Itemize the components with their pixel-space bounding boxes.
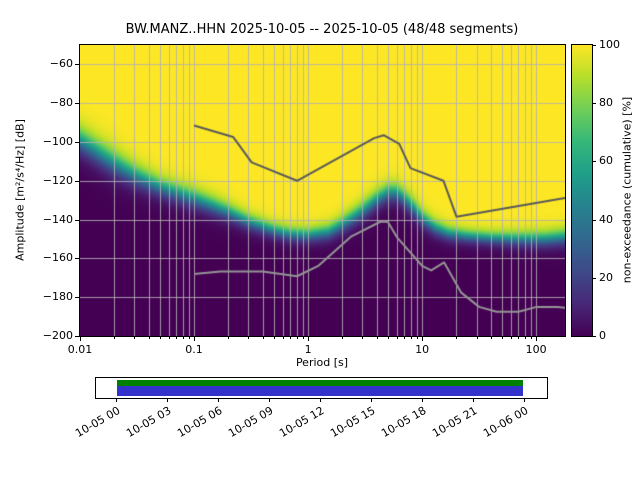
chart-title: BW.MANZ..HHN 2025-10-05 -- 2025-10-05 (4… — [125, 22, 519, 37]
x-major-tick — [194, 337, 196, 341]
x-minor-tick — [134, 337, 136, 339]
x-minor-tick — [228, 337, 230, 339]
colorbar-tick-label: 100 — [599, 38, 620, 51]
timeline-bar-blue — [116, 386, 524, 396]
y-tick-label: −140 — [42, 212, 73, 226]
colorbar-tick — [593, 161, 596, 163]
ppsd-heatmap — [80, 45, 565, 336]
x-minor-tick — [387, 337, 389, 339]
x-minor-tick — [376, 337, 378, 339]
timeline-tick — [472, 399, 474, 402]
colorbar-tick-label: 40 — [599, 212, 613, 226]
colorbar-gradient — [572, 45, 592, 336]
x-major-tick — [308, 337, 310, 341]
x-minor-tick — [342, 337, 344, 339]
x-minor-tick — [176, 337, 178, 339]
y-tick-label: −160 — [42, 251, 73, 265]
x-minor-tick — [248, 337, 250, 339]
timeline-tick-label: 10-05 21 — [430, 404, 480, 440]
y-major-tick — [75, 336, 79, 337]
timeline-tick-label: 10-05 15 — [328, 404, 378, 440]
y-tick-label: −60 — [49, 57, 73, 71]
y-major-tick — [75, 142, 79, 143]
y-tick-label: −120 — [42, 173, 73, 187]
timeline-tick — [167, 399, 169, 402]
x-minor-tick — [518, 337, 520, 339]
x-minor-tick — [114, 337, 116, 339]
timeline-tick-label: 10-05 03 — [124, 404, 174, 440]
timeline-tick — [116, 399, 118, 402]
timeline-tick — [371, 399, 372, 402]
x-major-tick — [422, 337, 424, 341]
colorbar-tick — [593, 219, 596, 221]
x-major-tick — [536, 337, 538, 341]
x-minor-tick — [525, 337, 527, 339]
y-major-tick — [75, 64, 79, 66]
colorbar-tick-label: 0 — [599, 329, 606, 342]
x-minor-tick — [530, 337, 532, 339]
x-minor-tick — [476, 337, 478, 339]
timeline-tick — [320, 399, 321, 402]
y-major-tick — [75, 297, 79, 299]
x-minor-tick — [456, 337, 458, 339]
colorbar-tick-label: 80 — [599, 96, 613, 110]
timeline-tick-label: 10-05 18 — [379, 404, 429, 440]
x-minor-tick — [188, 337, 190, 339]
y-tick-label: −80 — [49, 96, 73, 110]
x-minor-tick — [302, 337, 304, 339]
x-minor-tick — [396, 337, 398, 339]
x-minor-tick — [416, 337, 418, 339]
x-minor-tick — [290, 337, 292, 339]
x-tick-label: 100 — [525, 343, 547, 356]
x-major-tick — [80, 337, 81, 341]
colorbar-tick-label: 60 — [599, 154, 613, 168]
colorbar-tick — [593, 103, 596, 105]
y-major-tick — [75, 219, 79, 221]
x-minor-tick — [510, 337, 512, 339]
x-minor-tick — [182, 337, 184, 339]
y-major-tick — [75, 103, 79, 105]
colorbar-tick — [593, 336, 596, 337]
timeline-tick-label: 10-05 09 — [226, 404, 276, 440]
timeline-tick — [269, 399, 270, 402]
timeline-bar-green — [116, 380, 524, 387]
colorbar-label: non-exceedance (cumulative) [%] — [620, 96, 634, 284]
x-tick-label: 10 — [415, 343, 430, 356]
x-minor-tick — [262, 337, 264, 339]
x-minor-tick — [148, 337, 150, 339]
timeline-tick — [218, 399, 219, 402]
x-minor-tick — [490, 337, 492, 339]
y-tick-label: −100 — [42, 135, 73, 148]
x-minor-tick — [501, 337, 503, 339]
x-minor-tick — [273, 337, 275, 339]
timeline-box — [95, 377, 548, 399]
x-axis-label: Period [s] — [295, 356, 349, 369]
y-tick-label: −200 — [42, 329, 73, 342]
timeline-tick — [421, 399, 423, 402]
x-minor-tick — [282, 337, 284, 339]
x-minor-tick — [159, 337, 161, 339]
y-tick-label: −180 — [42, 290, 73, 304]
colorbar-tick — [593, 277, 596, 279]
y-major-tick — [75, 258, 79, 260]
timeline-tick-label: 10-05 12 — [277, 404, 327, 440]
x-tick-label: 1 — [304, 343, 312, 356]
timeline-tick — [523, 399, 525, 402]
timeline-coverage-bar — [116, 380, 524, 396]
timeline-tick-label: 10-06 00 — [481, 404, 531, 440]
x-tick-label: 0.01 — [67, 343, 93, 356]
y-major-tick — [75, 180, 79, 182]
x-minor-tick — [404, 337, 406, 339]
timeline-tick-label: 10-05 06 — [175, 404, 225, 440]
x-tick-label: 0.1 — [185, 343, 203, 356]
colorbar-tick-label: 20 — [599, 270, 613, 284]
timeline-tick-label: 10-05 00 — [73, 404, 123, 440]
colorbar-tick — [593, 45, 596, 46]
x-minor-tick — [297, 337, 299, 339]
x-minor-tick — [362, 337, 364, 339]
x-minor-tick — [168, 337, 170, 339]
x-minor-tick — [411, 337, 413, 339]
y-axis-label: Amplitude [m²/s⁴/Hz] [dB] — [13, 119, 27, 261]
